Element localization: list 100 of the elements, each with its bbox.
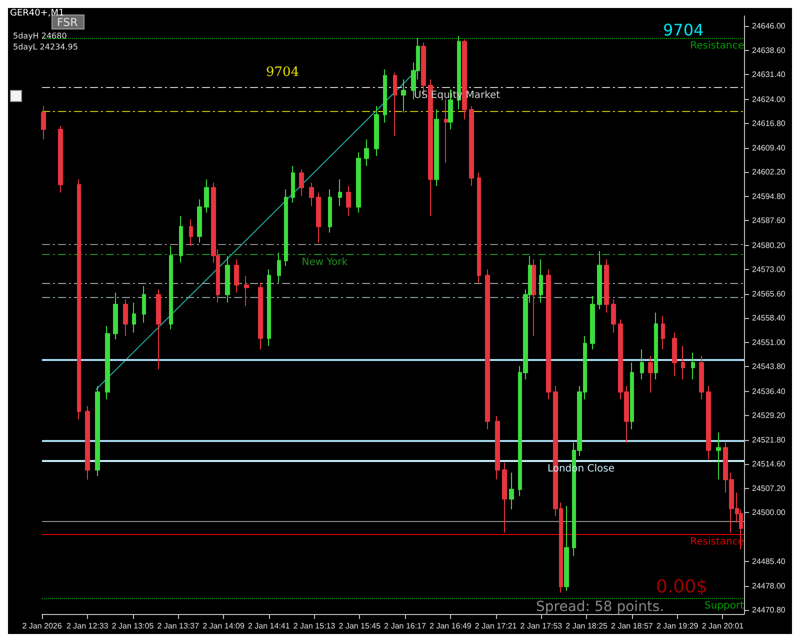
candlestick <box>564 506 569 592</box>
candlestick <box>681 346 685 380</box>
x-tick-label: 2 Jan 2026 <box>22 622 62 630</box>
candlestick <box>691 352 695 380</box>
y-tick-label: 24594.80 <box>752 192 786 202</box>
candlestick <box>113 292 118 340</box>
y-tick-label: 24638.60 <box>752 46 786 56</box>
candlestick <box>123 298 128 336</box>
y-tick-label: 24602.20 <box>752 168 786 176</box>
candlestick <box>309 182 314 206</box>
annotation: FSR <box>57 16 78 29</box>
candlestick <box>597 250 602 310</box>
candlestick <box>428 78 433 216</box>
candlestick <box>444 98 448 164</box>
candlestick <box>716 432 721 480</box>
candlestick <box>546 268 551 400</box>
candlestick <box>58 126 63 194</box>
candlestick <box>258 282 263 350</box>
candlestick <box>469 106 474 186</box>
y-tick-label: 24631.40 <box>752 70 786 80</box>
y-tick-label: 24587.60 <box>752 216 786 226</box>
x-tick-label: 2 Jan 14:09 <box>202 622 245 630</box>
candlestick <box>648 356 653 394</box>
candlestick <box>661 316 665 350</box>
x-tick-label: 2 Jan 15:45 <box>338 622 382 630</box>
x-tick-label: 2 Jan 17:21 <box>474 622 518 630</box>
y-tick-label: 24485.40 <box>752 556 786 566</box>
candlestick <box>95 386 100 476</box>
x-tick-label: 2 Jan 15:13 <box>293 622 336 630</box>
y-tick-label: 24646.00 <box>752 22 786 30</box>
ref-line-label: Resistance <box>690 40 744 52</box>
candlestick <box>699 356 704 400</box>
candlestick <box>277 252 281 284</box>
candlestick <box>393 72 397 136</box>
candlestick <box>604 258 609 314</box>
candlestick <box>197 198 202 244</box>
x-tick-label: 2 Jan 13:37 <box>157 622 200 630</box>
candlestick <box>434 108 439 186</box>
y-tick-label: 24470.80 <box>752 606 786 614</box>
candlestick <box>640 348 644 380</box>
y-tick-label: 24543.80 <box>752 362 786 372</box>
y-tick-label: 24580.20 <box>752 240 786 250</box>
candlestick <box>41 106 46 140</box>
y-tick-label: 24616.80 <box>752 118 786 128</box>
candlestick <box>234 258 239 294</box>
candlestick <box>383 68 387 124</box>
x-tick-label: 2 Jan 18:57 <box>611 622 654 630</box>
candlestick <box>77 178 81 420</box>
y-tick-label: 24565.60 <box>752 290 786 298</box>
candlestick <box>401 78 406 114</box>
y-tick-label: 24478.00 <box>752 582 786 590</box>
candlestick <box>539 258 543 304</box>
y-tick-label: 24624.00 <box>752 94 786 104</box>
y-tick-label: 24514.60 <box>752 460 786 468</box>
y-tick-label: 24609.40 <box>752 144 786 152</box>
annotation: 9704 <box>266 65 300 80</box>
candlestick <box>299 168 304 196</box>
annotation: Spread: 58 points. <box>536 599 664 615</box>
x-tick-label: 2 Jan 20:01 <box>702 622 744 630</box>
candlestick <box>706 386 711 460</box>
candlestick <box>346 186 351 216</box>
ref-line-label: Support <box>704 600 744 612</box>
candlestick <box>105 326 110 400</box>
y-tick-label: 24536.40 <box>752 386 786 396</box>
annotation: 5dayH 24680 <box>13 32 67 40</box>
x-tick-label: 2 Jan 13:05 <box>112 622 154 630</box>
candlestick <box>477 172 481 284</box>
candlestick <box>316 192 321 244</box>
candlestick <box>502 462 507 534</box>
x-tick-label: 2 Jan 12:33 <box>66 622 109 630</box>
candlestick <box>495 416 500 480</box>
candlestick <box>338 178 342 206</box>
candlestick <box>532 258 536 336</box>
candlestick <box>462 38 467 120</box>
x-tick-label: 2 Jan 16:49 <box>430 622 472 630</box>
x-tick-label: 2 Jan 14:41 <box>248 622 290 630</box>
candlestick <box>225 256 230 304</box>
annotation: 9704 <box>663 20 704 40</box>
candlestick <box>169 246 173 330</box>
candlestick <box>85 406 90 480</box>
x-tick-label: 2 Jan 17:53 <box>520 622 563 630</box>
candlestick <box>509 472 514 510</box>
candlestick <box>204 178 209 214</box>
y-tick-label: 24558.40 <box>752 314 786 322</box>
annotation: 5dayL 24234.95 <box>13 42 78 52</box>
candlestick <box>356 152 361 214</box>
x-tick-label: 2 Jan 16:17 <box>384 622 427 630</box>
candlestick <box>284 188 288 266</box>
candlestick <box>179 216 183 264</box>
annotation: 0.00$ <box>656 576 708 598</box>
ref-line-label: New York <box>302 257 348 268</box>
y-tick-label: 24573.00 <box>752 264 786 274</box>
candlestick <box>291 166 295 204</box>
y-tick-label: 24529.20 <box>752 410 786 420</box>
candlestick <box>244 276 249 306</box>
candlestick <box>590 296 595 350</box>
candlestick <box>189 218 193 246</box>
y-tick-label: 24500.00 <box>752 508 786 518</box>
candlestick <box>654 312 658 380</box>
candlestick <box>630 362 634 430</box>
